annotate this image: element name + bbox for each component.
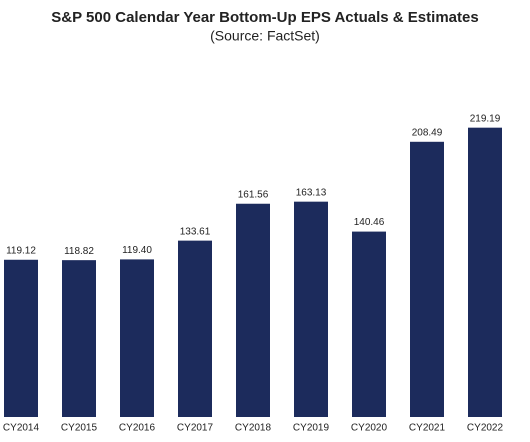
x-tick-label: CY2022	[467, 423, 504, 434]
value-label: 219.19	[470, 113, 501, 124]
value-label: 118.82	[64, 246, 94, 257]
x-tick-label: CY2021	[409, 423, 446, 434]
x-tick-label: CY2017	[177, 423, 214, 434]
bar	[4, 259, 38, 417]
x-tick-label: CY2016	[119, 423, 156, 434]
bar	[62, 260, 96, 417]
value-label: 133.61	[180, 226, 211, 237]
value-label: 163.13	[296, 187, 327, 198]
value-label: 119.40	[122, 245, 152, 256]
bar	[410, 141, 444, 417]
value-label: 140.46	[354, 217, 385, 228]
bar	[178, 240, 212, 417]
bar	[468, 127, 502, 418]
x-tick-label: CY2020	[351, 423, 388, 434]
x-tick-label: CY2019	[293, 423, 330, 434]
x-tick-label: CY2018	[235, 423, 272, 434]
bar	[236, 203, 270, 417]
value-label: 208.49	[412, 127, 443, 138]
x-tick-label: CY2015	[61, 423, 98, 434]
value-label: 161.56	[238, 189, 269, 200]
chart-title: S&P 500 Calendar Year Bottom-Up EPS Actu…	[51, 9, 478, 26]
x-tick-label: CY2014	[3, 423, 40, 434]
bar	[120, 259, 154, 417]
bar	[352, 231, 386, 417]
value-label: 119.12	[6, 245, 36, 256]
chart-subtitle: (Source: FactSet)	[210, 28, 320, 44]
bar	[294, 201, 328, 417]
